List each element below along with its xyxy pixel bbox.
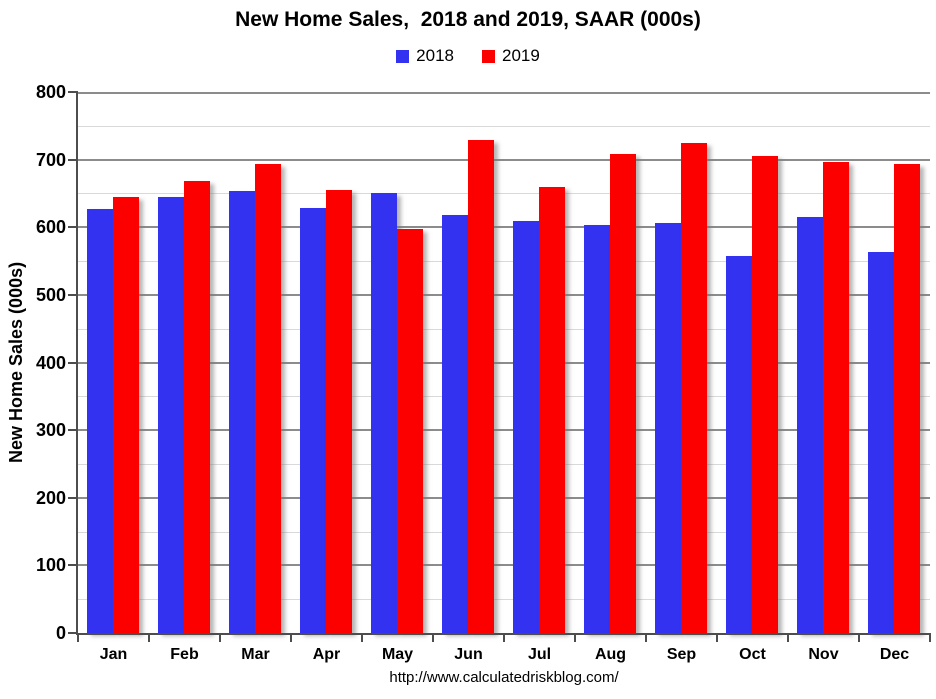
- bar-2019-nov: [823, 162, 849, 633]
- y-tick-mark: [68, 497, 78, 499]
- major-gridline: [78, 564, 930, 566]
- x-category-label: Aug: [594, 646, 627, 663]
- bar-2018-sep: [655, 223, 681, 633]
- major-gridline: [78, 429, 930, 431]
- bar-2019-dec: [894, 164, 920, 633]
- x-tick-mark: [574, 633, 576, 642]
- x-tick-mark: [929, 633, 931, 642]
- y-tick-mark: [68, 294, 78, 296]
- y-tick-label: 700: [35, 150, 66, 170]
- bar-2019-feb: [184, 181, 210, 633]
- major-gridline: [78, 92, 930, 94]
- x-category-label: May: [381, 646, 414, 663]
- y-tick-mark: [68, 362, 78, 364]
- y-tick-label: 100: [35, 555, 66, 575]
- x-category-label: Jan: [99, 646, 128, 663]
- legend-label: 2019: [502, 46, 540, 65]
- x-tick-mark: [432, 633, 434, 642]
- major-gridline: [78, 497, 930, 499]
- y-tick-label: 600: [35, 217, 66, 237]
- x-category-label: Jul: [527, 646, 552, 663]
- x-category-label: Dec: [879, 646, 910, 663]
- x-tick-mark: [77, 633, 79, 642]
- y-tick-mark: [68, 226, 78, 228]
- chart-title: New Home Sales, 2018 and 2019, SAAR (000…: [235, 8, 701, 31]
- bar-2018-jun: [442, 215, 468, 633]
- major-gridline: [78, 294, 930, 296]
- bar-2019-jan: [113, 197, 139, 633]
- x-tick-mark: [361, 633, 363, 642]
- bar-2019-mar: [255, 164, 281, 633]
- minor-gridline: [78, 193, 930, 194]
- y-tick-label: 400: [35, 353, 66, 373]
- minor-gridline: [78, 599, 930, 600]
- legend-label: 2018: [416, 46, 454, 65]
- minor-gridline: [78, 532, 930, 533]
- x-tick-mark: [290, 633, 292, 642]
- bar-2018-apr: [300, 208, 326, 633]
- bar-2019-sep: [681, 143, 707, 633]
- y-tick-mark: [68, 564, 78, 566]
- x-category-label: Oct: [739, 646, 766, 663]
- minor-gridline: [78, 396, 930, 397]
- y-tick-mark: [68, 429, 78, 431]
- legend-swatch-2019: [482, 49, 495, 63]
- bar-2018-may: [371, 193, 397, 633]
- bar-2019-apr: [326, 190, 352, 633]
- bar-2018-aug: [584, 225, 610, 633]
- x-category-label: Apr: [312, 646, 341, 663]
- y-tick-label: 300: [35, 420, 66, 440]
- major-gridline: [78, 159, 930, 161]
- bar-2019-aug: [610, 154, 636, 633]
- y-tick-label: 0: [55, 623, 66, 643]
- y-axis-line: [76, 92, 78, 635]
- legend-item-2018: 2018: [396, 46, 454, 66]
- bar-2018-jul: [513, 221, 539, 633]
- bar-2018-nov: [797, 217, 823, 633]
- legend-item-2019: 2019: [482, 46, 540, 66]
- bar-2018-oct: [726, 256, 752, 633]
- y-tick-label: 500: [35, 285, 66, 305]
- major-gridline: [78, 362, 930, 364]
- legend: 2018 2019: [0, 46, 936, 66]
- x-category-label: Feb: [170, 646, 199, 663]
- x-tick-mark: [219, 633, 221, 642]
- x-category-label: Mar: [241, 646, 270, 663]
- bar-2019-oct: [752, 156, 778, 633]
- x-tick-mark: [148, 633, 150, 642]
- y-tick-mark: [68, 159, 78, 161]
- bar-2018-feb: [158, 197, 184, 633]
- x-category-label: Sep: [666, 646, 697, 663]
- source-url: http://www.calculatedriskblog.com/: [389, 669, 619, 686]
- bar-2018-dec: [868, 252, 894, 633]
- bar-2018-mar: [229, 191, 255, 633]
- plot-area: [78, 92, 930, 633]
- x-category-label: Nov: [808, 646, 839, 663]
- minor-gridline: [78, 126, 930, 127]
- x-tick-mark: [858, 633, 860, 642]
- minor-gridline: [78, 261, 930, 262]
- bar-2019-may: [397, 229, 423, 633]
- x-category-label: Jun: [454, 646, 483, 663]
- major-gridline: [78, 226, 930, 228]
- minor-gridline: [78, 464, 930, 465]
- x-axis-line: [76, 633, 930, 635]
- y-tick-mark: [68, 632, 78, 634]
- y-tick-mark: [68, 91, 78, 93]
- x-tick-mark: [503, 633, 505, 642]
- x-tick-mark: [645, 633, 647, 642]
- x-tick-mark: [787, 633, 789, 642]
- y-tick-label: 800: [35, 82, 66, 102]
- bar-2018-jan: [87, 209, 113, 633]
- bar-2019-jun: [468, 140, 494, 633]
- legend-swatch-2018: [396, 49, 410, 63]
- x-tick-mark: [716, 633, 718, 642]
- minor-gridline: [78, 329, 930, 330]
- y-tick-label: 200: [35, 488, 66, 508]
- bar-2019-jul: [539, 187, 565, 633]
